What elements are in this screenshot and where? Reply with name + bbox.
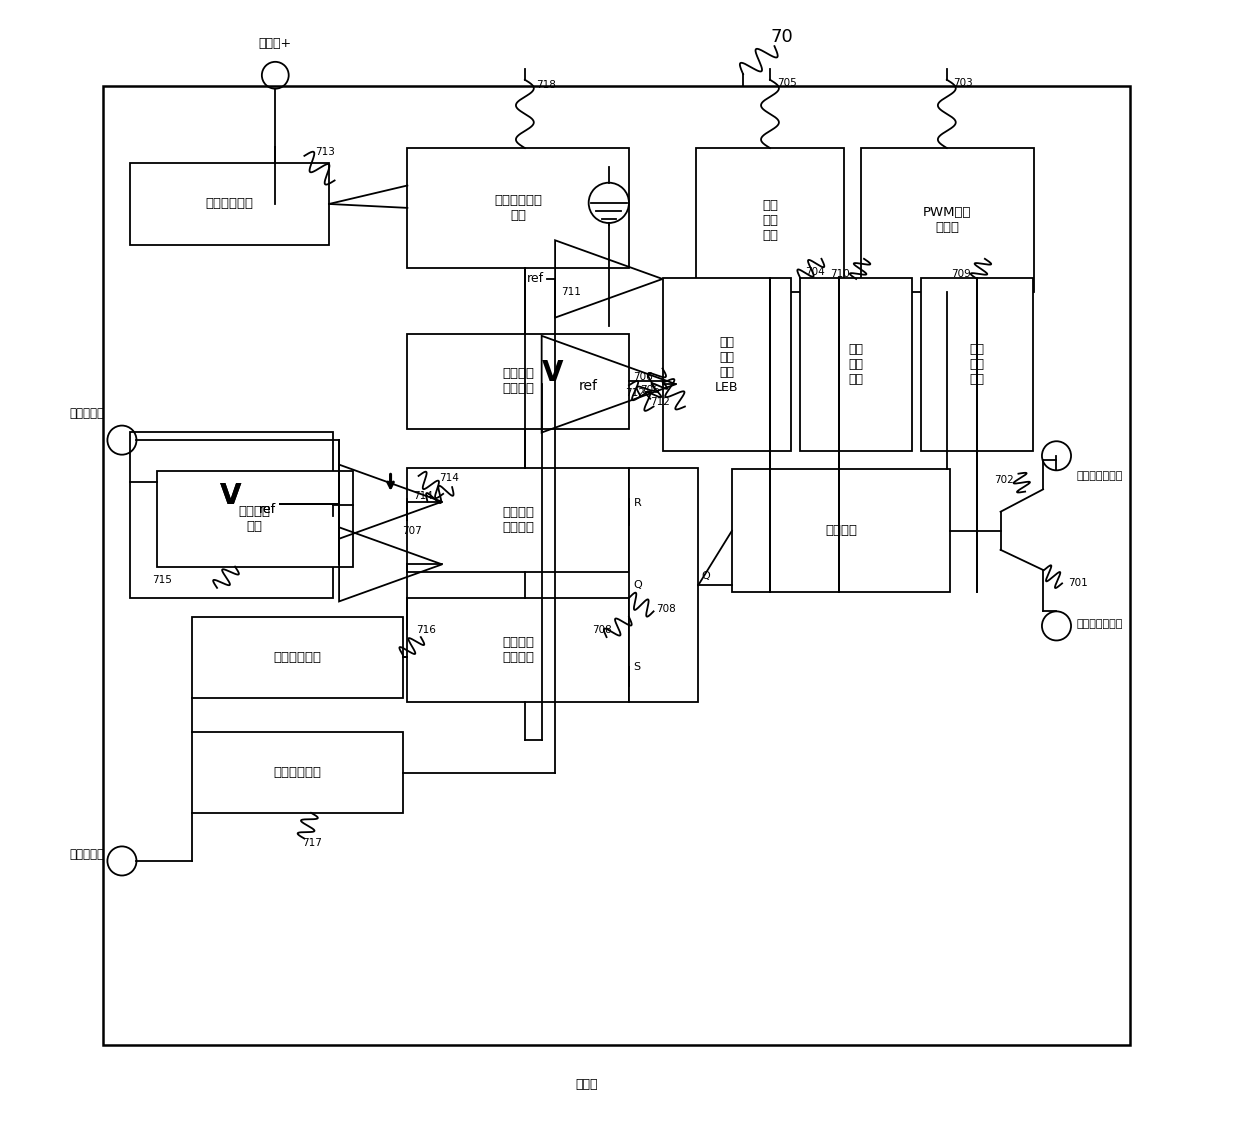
Text: ref: ref: [527, 273, 544, 285]
Text: 706: 706: [640, 385, 660, 395]
Text: 706: 706: [634, 373, 653, 383]
Text: R: R: [634, 498, 641, 508]
Bar: [130, 163, 329, 246]
Text: PWM软启
动模块: PWM软启 动模块: [923, 206, 972, 234]
Text: 前沿
消隐
模块
LEB: 前沿 消隐 模块 LEB: [715, 335, 739, 394]
Text: 回路补偿模块: 回路补偿模块: [274, 766, 321, 779]
Text: S: S: [634, 662, 641, 672]
Text: 712: 712: [626, 388, 646, 398]
Text: 718: 718: [536, 81, 556, 91]
Text: 704: 704: [805, 267, 825, 277]
Text: 初级恒压
控制模块: 初级恒压 控制模块: [502, 506, 534, 534]
Text: 707: 707: [402, 526, 422, 536]
Bar: [103, 86, 1131, 1045]
Text: 短路
保护
模块: 短路 保护 模块: [970, 343, 985, 386]
Bar: [732, 469, 950, 592]
Text: 初级恒流
控制模块: 初级恒流 控制模块: [502, 636, 534, 664]
Text: 716: 716: [417, 625, 436, 635]
Text: 电流检测脚: 电流检测脚: [69, 848, 104, 861]
Text: 714: 714: [439, 473, 459, 484]
Text: V: V: [219, 482, 242, 511]
Bar: [192, 733, 403, 812]
Bar: [408, 148, 629, 268]
Bar: [629, 468, 698, 702]
Text: Q: Q: [634, 580, 642, 590]
Text: 芯片启动模块: 芯片启动模块: [206, 197, 253, 211]
Text: 驱动模块: 驱动模块: [825, 524, 857, 537]
Bar: [408, 598, 629, 702]
Text: 714: 714: [413, 491, 433, 502]
Text: 接地脚: 接地脚: [575, 1078, 598, 1092]
Text: 70: 70: [771, 28, 794, 46]
Bar: [192, 617, 403, 698]
Text: 功率器件发射极: 功率器件发射极: [1076, 618, 1123, 628]
Text: 功率器件集电极: 功率器件集电极: [1076, 471, 1123, 481]
Bar: [130, 432, 334, 598]
Bar: [921, 278, 1033, 451]
Bar: [408, 468, 629, 572]
Text: 703: 703: [954, 79, 973, 89]
Text: 708: 708: [593, 625, 613, 635]
Bar: [662, 278, 791, 451]
Text: 线路补偿模块: 线路补偿模块: [274, 651, 321, 664]
Text: ref: ref: [259, 503, 277, 516]
Bar: [696, 148, 844, 293]
Text: ref: ref: [259, 503, 277, 516]
Text: 713: 713: [315, 147, 336, 157]
Text: V: V: [542, 359, 564, 387]
Text: 时钟逻辑
控制模块: 时钟逻辑 控制模块: [502, 367, 534, 395]
Bar: [408, 334, 629, 429]
Text: 715: 715: [153, 576, 172, 585]
Text: 712: 712: [650, 397, 670, 407]
Text: 抖频
控制
模块: 抖频 控制 模块: [848, 343, 863, 386]
Text: ref: ref: [579, 379, 598, 394]
Text: 709: 709: [951, 269, 971, 279]
Text: Q: Q: [702, 571, 711, 581]
Bar: [156, 471, 352, 567]
Bar: [800, 278, 913, 451]
Text: 710: 710: [831, 269, 851, 279]
Text: 电压反馈脚: 电压反馈脚: [69, 407, 104, 420]
Text: 工作电压产生
模块: 工作电压产生 模块: [495, 194, 542, 222]
Text: 过温
保护
模块: 过温 保护 模块: [761, 199, 777, 241]
Text: 711: 711: [560, 287, 580, 297]
Text: 708: 708: [656, 604, 676, 614]
Text: V: V: [219, 482, 242, 511]
Text: 斜率补偿
模块: 斜率补偿 模块: [238, 505, 270, 533]
Text: 702: 702: [994, 476, 1014, 486]
Bar: [861, 148, 1034, 293]
Text: 701: 701: [1068, 578, 1087, 588]
Text: 705: 705: [776, 79, 796, 89]
Text: 717: 717: [303, 838, 322, 848]
Text: 供电脚+: 供电脚+: [259, 37, 291, 50]
